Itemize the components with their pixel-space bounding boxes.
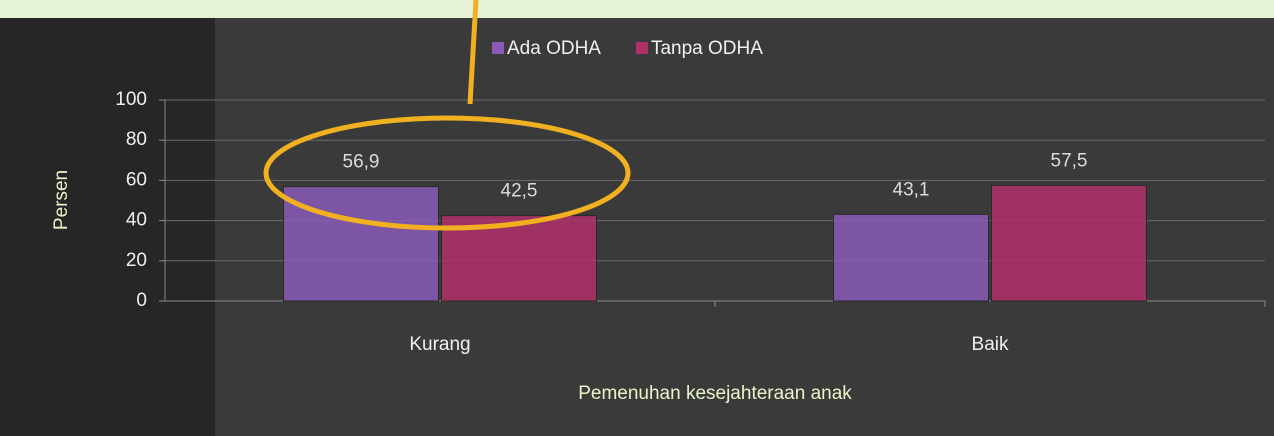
legend-swatch xyxy=(492,42,504,54)
annotation xyxy=(263,0,631,231)
value-label: 43,1 xyxy=(893,179,930,200)
bar xyxy=(833,213,989,302)
top-band xyxy=(0,0,1274,18)
bar xyxy=(283,186,439,302)
legend-swatch xyxy=(635,42,648,54)
callout-line xyxy=(467,0,479,105)
y-tick-label: 80 xyxy=(126,129,147,150)
legend-label: Tanpa ODHA xyxy=(651,38,763,59)
x-axis-title: Pemenuhan kesejahteraan anak xyxy=(578,383,852,404)
y-tick-label: 40 xyxy=(126,210,147,231)
y-tick-label: 0 xyxy=(136,290,147,311)
x-tick-label: Kurang xyxy=(409,334,470,355)
x-tick-label: Baik xyxy=(972,334,1009,355)
callout-ellipse xyxy=(263,115,631,231)
bar xyxy=(991,184,1147,302)
y-tick-label: 60 xyxy=(126,169,147,190)
y-tick-label: 100 xyxy=(115,89,147,110)
value-label: 57,5 xyxy=(1051,150,1088,171)
value-label: 42,5 xyxy=(501,181,538,202)
y-axis-title: Persen xyxy=(51,170,72,230)
value-label: 56,9 xyxy=(343,152,380,173)
legend-label: Ada ODHA xyxy=(507,38,601,59)
side-panel xyxy=(0,0,215,436)
plot: 0 20 40 60 80 100 Kurang 56,9 42,5 Baik 43,1 57,5 xyxy=(115,89,1266,355)
y-tick-label: 20 xyxy=(126,250,147,271)
